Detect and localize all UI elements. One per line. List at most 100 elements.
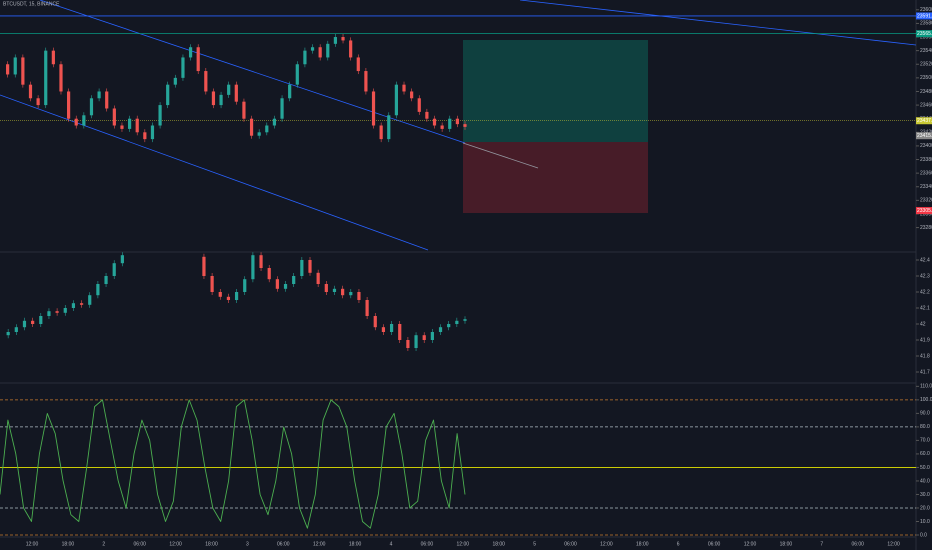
ratio-tick-label: 41.7 [920,369,930,375]
candle-body [112,263,116,276]
candle-body [127,118,132,129]
candle-body [51,50,55,65]
candle-body [463,319,467,321]
time-label: 18:00 [62,541,75,547]
candle-body [104,276,108,284]
time-label: 18:00 [205,541,218,547]
price-label-bg [916,117,932,125]
candle-body [79,303,84,305]
candle-body [120,255,124,264]
candle-body [74,118,78,126]
osc-tick-label: 90.0 [920,411,930,417]
projection-ray [462,142,539,169]
osc-tick-label: 50.0 [920,465,930,471]
candle-body [67,91,71,119]
candle-body [463,124,467,127]
candle-body [112,108,116,126]
loss-zone [463,142,648,213]
time-label: 18:00 [636,541,649,547]
price-tick-label: 23560.0 [920,34,932,40]
profit-zone [463,40,648,142]
time-label: 06:00 [564,541,577,547]
candle-body [96,284,100,296]
candle-body [13,57,17,75]
candle-body [234,84,238,102]
time-label: 12:00 [169,541,182,547]
price-label: 23591.0 [917,13,932,19]
time-label: 18:00 [349,541,362,547]
osc-tick-label: 20.0 [920,505,930,511]
candle-body [120,125,124,129]
candle-body [326,43,330,58]
candle-body [82,115,86,126]
trend-line [0,94,429,251]
price-label-bg [916,132,932,140]
candle-body [332,288,337,292]
candle-body [272,118,277,126]
candle-body [259,255,263,268]
price-label: 23305.2 [917,208,932,214]
candle-body [318,47,322,58]
candle-body [59,64,63,92]
candle-body [6,332,10,336]
candle-body [243,279,247,292]
time-label: 12:00 [26,541,39,547]
price-label: 23437.1 [917,118,932,124]
price-label: 23415.0 [917,133,932,139]
candle-body [44,50,48,106]
candle-body [211,91,216,106]
candle-body [234,292,239,300]
price-tick-label: 23320.0 [920,198,932,204]
price-label: 23565.4 [917,31,932,37]
candle-body [417,98,421,112]
price-tick-label: 23580.0 [920,21,932,27]
candle-body [219,94,223,106]
time-label: 06:00 [421,541,434,547]
candle-body [47,311,51,316]
candle-body [356,57,360,72]
time-label: 18:00 [780,541,793,547]
osc-tick-label: 80.0 [920,424,930,430]
oscillator-line [0,399,466,529]
candle-body [448,118,452,129]
candle-body [288,84,292,99]
price-tick-label: 23480.0 [920,89,932,95]
osc-tick-label: 40.0 [920,478,930,484]
candle-body [414,335,418,348]
time-label: 06:00 [851,541,864,547]
time-label: 2 [102,541,105,547]
candle-body [181,57,185,78]
candle-body [333,37,338,44]
candle-body [394,84,398,116]
candle-body [357,292,361,300]
candle-body [88,295,92,305]
candle-body [402,84,406,92]
time-label: 12:00 [744,541,757,547]
candle-body [188,47,193,58]
candle-body [349,292,353,296]
ratio-tick-label: 42.4 [920,257,930,263]
candle-body [39,316,43,324]
symbol-title: BTCUSDT, 15, BINANCE [3,1,60,7]
candle-body [371,91,376,126]
time-label: 12:00 [600,541,613,547]
candle-body [36,98,40,106]
candle-body [267,268,271,280]
candle-body [218,292,222,297]
osc-tick-label: 110.0 [920,384,932,390]
candle-body [257,132,261,136]
candle-body [158,105,162,126]
candle-body [387,115,391,140]
time-label: 06:00 [277,541,290,547]
price-tick-label: 23280.0 [920,225,932,231]
trend-line [39,0,466,144]
candle-body [341,37,345,41]
candle-body [432,118,437,126]
candle-body [422,335,426,340]
candle-body [202,256,206,276]
price-label-bg [916,30,932,38]
candle-body [365,300,369,316]
candle-body [364,71,368,92]
